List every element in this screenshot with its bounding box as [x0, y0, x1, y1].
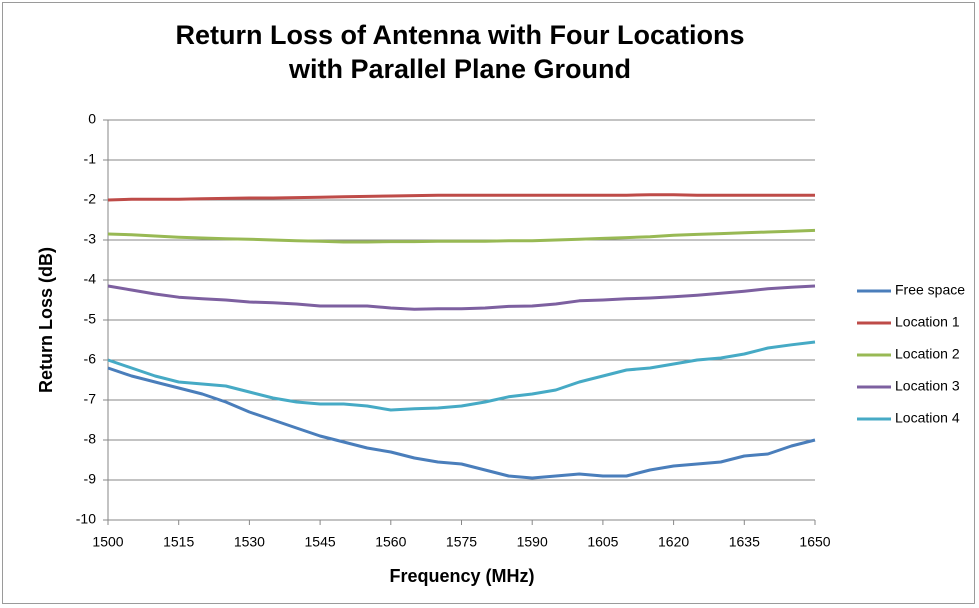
series-line [107, 366, 816, 480]
x-axis-title: Frequency (MHz) [389, 566, 534, 586]
y-tick-label: -1 [84, 151, 97, 167]
x-tick-label: 1560 [375, 534, 406, 550]
legend-label: Location 2 [895, 346, 960, 362]
x-tick-label: 1605 [587, 534, 618, 550]
x-tick-label: 1515 [163, 534, 194, 550]
y-tick-label: -9 [84, 471, 97, 487]
x-tick-label: 1545 [305, 534, 336, 550]
series-line [107, 193, 815, 202]
series-line [107, 284, 816, 311]
x-tick-label: 1650 [799, 534, 830, 550]
x-tick-label: 1530 [234, 534, 265, 550]
y-tick-label: 0 [88, 111, 96, 127]
y-tick-label: -4 [84, 271, 97, 287]
y-tick-label: -7 [84, 391, 97, 407]
x-tick-label: 1500 [92, 534, 123, 550]
y-tick-label: -10 [76, 511, 96, 527]
x-tick-label: 1575 [446, 534, 477, 550]
series-line [107, 228, 816, 244]
x-tick-label: 1620 [658, 534, 689, 550]
chart-title: Return Loss of Antenna with Four Locatio… [175, 20, 745, 84]
x-tick-label: 1635 [729, 534, 760, 550]
legend-label: Location 4 [895, 410, 960, 426]
y-tick-label: -6 [84, 351, 97, 367]
y-axis-title: Return Loss (dB) [36, 247, 56, 393]
legend-label: Location 1 [895, 314, 960, 330]
series-line [107, 340, 816, 412]
y-tick-label: -5 [84, 311, 97, 327]
y-tick-label: -3 [84, 231, 97, 247]
y-tick-label: -8 [84, 431, 97, 447]
legend-label: Location 3 [895, 378, 960, 394]
x-tick-label: 1590 [517, 534, 548, 550]
legend-label: Free space [895, 282, 965, 298]
y-tick-label: -2 [84, 191, 97, 207]
